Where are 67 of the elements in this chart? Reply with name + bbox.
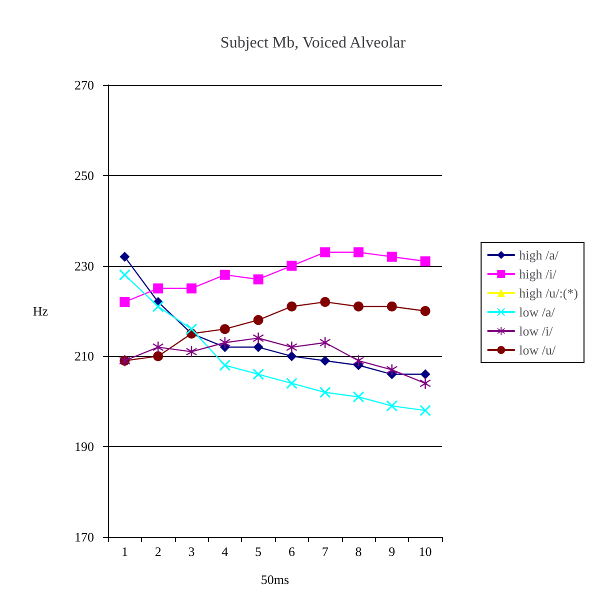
x-tick-label: 9 [388,544,396,559]
y-tick-label: 210 [74,348,94,364]
point [320,296,330,307]
y-tick-label: 270 [74,78,94,92]
point [186,283,196,294]
y-tick-label: 230 [74,258,94,274]
x-axis-title: 50ms [260,572,290,587]
point [120,296,130,307]
point [253,342,264,352]
point [252,368,264,380]
point [186,346,197,358]
point [354,301,364,312]
point [152,300,164,312]
point [420,404,431,416]
point [219,337,230,348]
legend-label: high /a/ [519,248,559,262]
point [220,324,230,334]
point [353,355,364,366]
x-tick-label: 6 [288,544,296,559]
point [286,351,297,362]
point [286,301,297,312]
x-tick-label: 7 [322,544,329,559]
point [420,256,430,266]
point [152,342,164,353]
legend-label: low /u/ [519,342,556,358]
x-tick-label: 3 [188,544,195,559]
x-tick-label: 5 [255,544,262,559]
point [286,378,298,389]
point [286,260,297,271]
point [420,306,430,316]
point [320,337,331,348]
point [219,360,230,371]
x-tick-label: 1 [121,544,128,559]
chart-title: Subject Mb, Voiced Alveolar [220,34,406,52]
y-axis-title: Hz [32,304,48,318]
point [420,378,431,389]
x-tick-label: 4 [222,544,229,559]
point [220,270,230,280]
point [120,252,130,262]
x-tick-label: 2 [154,544,162,559]
y-tick-label: 170 [74,530,94,544]
point [253,274,264,284]
point [253,315,264,326]
point [252,332,264,344]
x-tick-label: 10 [418,544,432,559]
point [354,247,364,258]
point [320,247,330,258]
point [353,391,364,402]
point [186,324,197,335]
point [119,269,130,280]
point [153,283,164,294]
x-tick-label: 8 [355,544,362,559]
point [386,252,397,262]
point [420,369,430,380]
point [153,351,164,362]
point [320,386,331,398]
legend-label: low /i/ [519,324,554,338]
y-tick-label: 190 [74,439,94,454]
point [286,342,298,353]
y-tick-label: 250 [74,168,94,183]
legend-label: low /a/ [519,304,556,320]
point [320,356,330,366]
point [386,301,397,312]
point [386,364,398,376]
point [386,400,398,412]
legend-label: high /u/:(*) [519,286,578,300]
legend-label: high /i/ [519,266,557,282]
